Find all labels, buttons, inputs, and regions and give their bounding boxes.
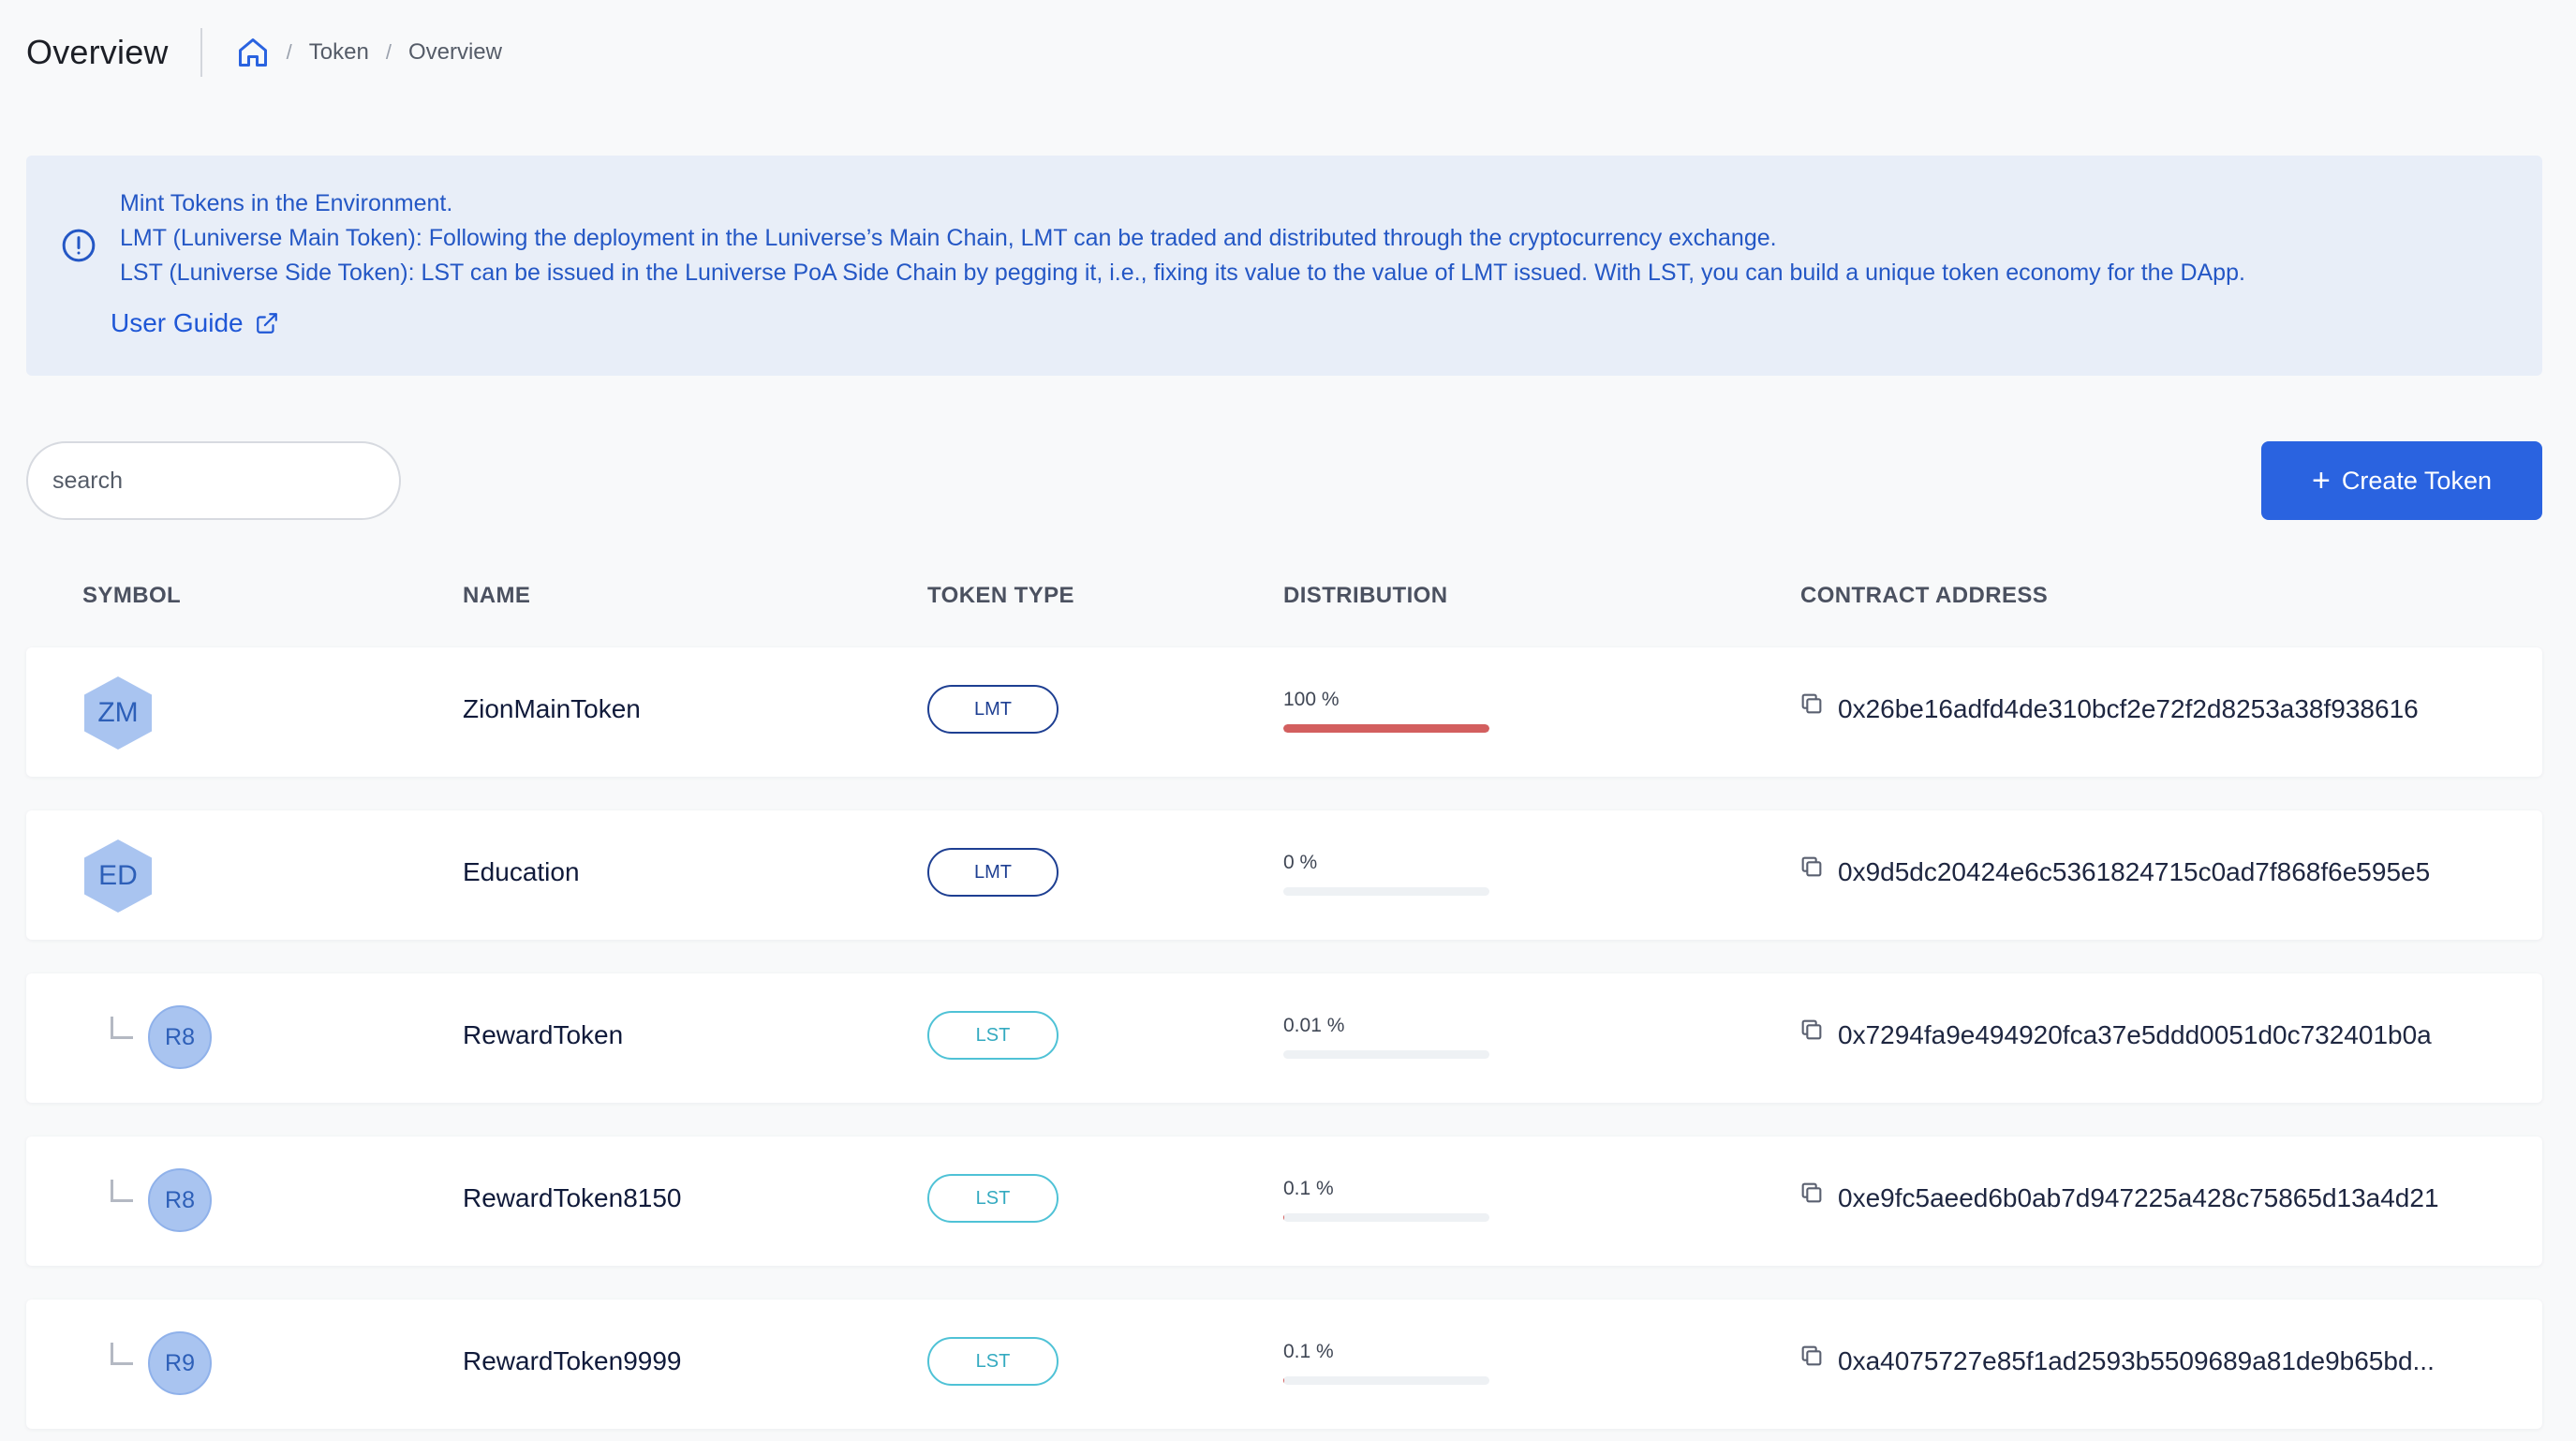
user-guide-label: User Guide [111, 308, 244, 337]
token-name[interactable]: RewardToken [463, 1020, 624, 1049]
contract-address: 0xa4075727e85f1ad2593b5509689a81de9b65bd… [1838, 1346, 2435, 1375]
column-header-symbol: SYMBOL [82, 583, 182, 608]
distribution-label: 100 % [1283, 689, 1340, 710]
breadcrumb-token[interactable]: Token [308, 39, 369, 65]
token-type-badge: LMT [927, 685, 1059, 734]
search-input[interactable] [52, 467, 399, 495]
page-title: Overview [26, 33, 169, 71]
table-row[interactable]: R9 RewardToken9999 LST 0.1 % 0xa4075727e… [26, 1300, 2542, 1429]
distribution-bar-fill [1283, 724, 1489, 733]
info-text: Mint Tokens in the Environment. LMT (Lun… [120, 186, 2245, 290]
token-symbol-avatar: R9 [148, 1331, 212, 1395]
token-name[interactable]: ZionMainToken [463, 694, 641, 723]
token-type-badge: LST [927, 1337, 1059, 1386]
create-token-button[interactable]: + Create Token [2261, 441, 2542, 520]
distribution-bar [1283, 1376, 1489, 1385]
distribution-bar [1283, 1050, 1489, 1059]
column-header-contract-address: CONTRACT ADDRESS [1800, 583, 2049, 608]
header-divider [200, 28, 202, 77]
plus-icon: + [2312, 463, 2331, 498]
home-icon[interactable] [236, 36, 270, 69]
info-banner: Mint Tokens in the Environment. LMT (Lun… [26, 156, 2542, 376]
token-name[interactable]: RewardToken8150 [463, 1183, 682, 1212]
child-token-indicator-icon [111, 1180, 133, 1202]
search-field[interactable] [26, 441, 401, 520]
contract-address: 0x26be16adfd4de310bcf2e72f2d8253a38f9386… [1838, 694, 2419, 723]
copy-icon[interactable] [1799, 854, 1825, 880]
external-link-icon [255, 311, 279, 335]
info-line-lmt: LMT (Luniverse Main Token): Following th… [120, 225, 1777, 251]
contract-address: 0xe9fc5aeed6b0ab7d947225a428c75865d13a4d… [1838, 1183, 2439, 1212]
column-header-name: NAME [463, 583, 531, 608]
token-symbol-avatar: R8 [148, 1168, 212, 1232]
copy-icon[interactable] [1799, 1180, 1825, 1206]
token-type-badge: LST [927, 1011, 1059, 1060]
breadcrumb-separator: / [286, 40, 292, 64]
distribution-bar [1283, 1213, 1489, 1222]
page-header: Overview / Token / Overview [26, 24, 502, 81]
info-alert-icon [60, 227, 97, 264]
breadcrumb-overview: Overview [407, 39, 502, 65]
copy-icon[interactable] [1799, 1017, 1825, 1043]
copy-icon[interactable] [1799, 1343, 1825, 1369]
info-line-lst: LST (Luniverse Side Token): LST can be i… [120, 260, 2245, 286]
table-row[interactable]: R8 RewardToken LST 0.01 % 0x7294fa9e4949… [26, 973, 2542, 1103]
copy-icon[interactable] [1799, 691, 1825, 717]
column-header-distribution: DISTRIBUTION [1283, 583, 1448, 608]
child-token-indicator-icon [111, 1017, 133, 1039]
contract-address: 0x9d5dc20424e6c5361824715c0ad7f868f6e595… [1838, 857, 2431, 886]
create-token-label: Create Token [2341, 466, 2492, 495]
column-header-token-type: TOKEN TYPE [927, 583, 1074, 608]
info-line-mint: Mint Tokens in the Environment. [120, 190, 453, 216]
distribution-bar [1283, 887, 1489, 896]
contract-address: 0x7294fa9e494920fca37e5ddd0051d0c732401b… [1838, 1020, 2432, 1049]
distribution-label: 0 % [1283, 852, 1318, 873]
table-row[interactable]: ED Education LMT 0 % 0x9d5dc20424e6c5361… [26, 810, 2542, 940]
distribution-bar [1283, 724, 1489, 733]
distribution-label: 0.1 % [1283, 1341, 1334, 1362]
token-name[interactable]: RewardToken9999 [463, 1346, 682, 1375]
table-row[interactable]: ZM ZionMainToken LMT 100 % 0x26be16adfd4… [26, 647, 2542, 777]
user-guide-link[interactable]: User Guide [111, 308, 279, 338]
token-name[interactable]: Education [463, 857, 580, 886]
breadcrumb-separator: / [385, 40, 392, 64]
distribution-label: 0.1 % [1283, 1178, 1334, 1199]
token-type-badge: LMT [927, 848, 1059, 897]
child-token-indicator-icon [111, 1343, 133, 1365]
distribution-label: 0.01 % [1283, 1015, 1345, 1036]
token-type-badge: LST [927, 1174, 1059, 1223]
token-symbol-avatar: R8 [148, 1005, 212, 1069]
token-symbol-avatar: ED [84, 839, 152, 913]
table-row[interactable]: R8 RewardToken8150 LST 0.1 % 0xe9fc5aeed… [26, 1136, 2542, 1266]
token-symbol-avatar: ZM [84, 676, 152, 750]
